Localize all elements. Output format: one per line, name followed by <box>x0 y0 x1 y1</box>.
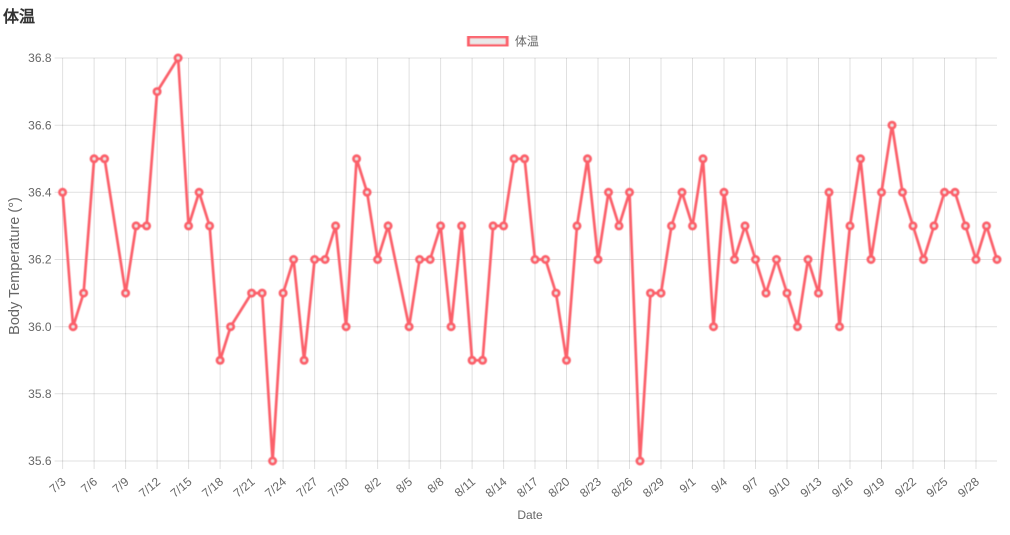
svg-text:9/25: 9/25 <box>924 474 951 500</box>
svg-text:8/23: 8/23 <box>577 474 604 500</box>
svg-text:7/6: 7/6 <box>78 474 100 496</box>
svg-text:9/19: 9/19 <box>861 474 888 500</box>
svg-text:36.0: 36.0 <box>28 320 52 334</box>
svg-text:8/20: 8/20 <box>546 474 573 500</box>
svg-text:8/14: 8/14 <box>483 474 510 500</box>
svg-text:9/7: 9/7 <box>740 474 762 496</box>
svg-text:7/30: 7/30 <box>325 474 352 500</box>
svg-text:9/1: 9/1 <box>677 474 699 496</box>
svg-text:7/21: 7/21 <box>231 474 258 500</box>
svg-text:7/24: 7/24 <box>262 474 289 500</box>
svg-text:9/22: 9/22 <box>892 474 919 500</box>
svg-text:8/2: 8/2 <box>362 474 384 496</box>
svg-text:8/17: 8/17 <box>514 474 541 500</box>
svg-text:36.8: 36.8 <box>28 51 52 65</box>
svg-text:Date: Date <box>517 508 543 522</box>
svg-text:35.8: 35.8 <box>28 387 52 401</box>
svg-text:9/10: 9/10 <box>766 474 793 500</box>
svg-text:8/8: 8/8 <box>425 474 447 496</box>
svg-text:8/26: 8/26 <box>609 474 636 500</box>
svg-text:36.2: 36.2 <box>28 253 52 267</box>
svg-text:7/12: 7/12 <box>136 474 163 500</box>
svg-text:36.4: 36.4 <box>28 186 52 200</box>
svg-text:体温: 体温 <box>515 34 539 48</box>
svg-text:9/13: 9/13 <box>798 474 825 500</box>
svg-text:7/18: 7/18 <box>199 474 226 500</box>
svg-text:7/3: 7/3 <box>47 474 69 496</box>
svg-text:9/4: 9/4 <box>708 474 730 496</box>
svg-text:8/5: 8/5 <box>393 474 415 496</box>
svg-text:9/16: 9/16 <box>829 474 856 500</box>
svg-text:Body Temperature (°): Body Temperature (°) <box>7 197 23 335</box>
svg-text:7/9: 7/9 <box>110 474 132 496</box>
svg-text:36.6: 36.6 <box>28 118 52 132</box>
svg-text:9/28: 9/28 <box>955 474 982 500</box>
svg-text:7/27: 7/27 <box>294 474 321 500</box>
svg-text:8/11: 8/11 <box>452 474 478 499</box>
svg-text:8/29: 8/29 <box>640 474 667 500</box>
svg-text:7/15: 7/15 <box>168 474 195 500</box>
svg-text:35.6: 35.6 <box>28 454 52 468</box>
